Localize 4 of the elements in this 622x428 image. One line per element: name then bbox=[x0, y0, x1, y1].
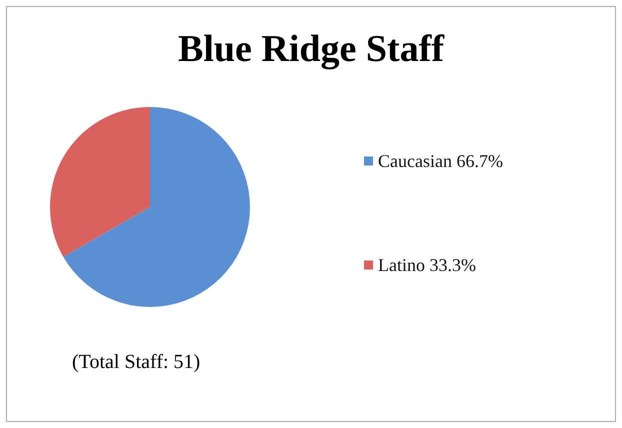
legend-label: Latino 33.3% bbox=[378, 255, 476, 275]
chart-title: Blue Ridge Staff bbox=[178, 28, 446, 70]
text: (Total Staff: 51) bbox=[72, 351, 200, 373]
legend-label: Caucasian 66.7% bbox=[378, 151, 503, 171]
